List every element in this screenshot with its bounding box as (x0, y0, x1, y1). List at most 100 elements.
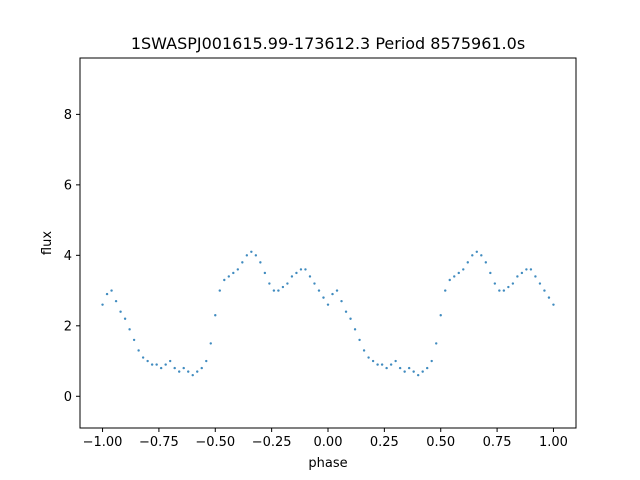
data-point (178, 370, 181, 373)
data-point (159, 366, 163, 370)
data-point (272, 289, 276, 292)
y-tick-label: 4 (64, 249, 72, 264)
data-point (326, 303, 330, 306)
data-point (146, 359, 149, 363)
data-point (516, 275, 519, 278)
data-point (254, 254, 258, 257)
plot-frame (79, 57, 577, 429)
data-point (498, 289, 501, 292)
data-point (137, 349, 140, 352)
data-point (290, 275, 294, 278)
data-point (484, 261, 488, 264)
data-point (376, 363, 379, 366)
data-point (394, 359, 397, 363)
data-point (421, 370, 424, 373)
data-point (141, 356, 145, 359)
data-point (263, 271, 267, 275)
data-point (268, 282, 271, 285)
data-point (101, 303, 104, 306)
data-point (182, 366, 185, 370)
y-tick-label: 6 (64, 178, 72, 193)
data-point (168, 359, 172, 363)
data-point (403, 370, 406, 373)
data-point (155, 363, 158, 366)
data-point (398, 366, 402, 370)
data-point (416, 373, 420, 377)
data-point (187, 370, 190, 373)
y-axis-label: flux (40, 231, 55, 255)
x-axis: −1.00 −0.75 −0.50 −0.25 0.00 0.25 0.50 0.75 1.00 (83, 428, 568, 450)
data-point (507, 285, 510, 289)
data-point (349, 317, 352, 320)
x-tick-label: −0.25 (252, 435, 292, 450)
data-point (480, 254, 483, 257)
x-tick-label: −0.75 (139, 435, 179, 450)
x-tick-label: 0.75 (483, 435, 512, 450)
data-point (444, 289, 447, 292)
data-point (471, 254, 474, 257)
x-axis-label: phase (308, 456, 347, 471)
data-point (426, 366, 429, 370)
data-point (281, 285, 285, 289)
data-point (232, 271, 235, 275)
data-point (110, 289, 113, 292)
data-point (547, 296, 551, 299)
data-point (435, 342, 438, 345)
scatter-points (101, 250, 555, 377)
data-point (552, 303, 555, 306)
data-point (493, 282, 497, 285)
y-tick-label: 0 (64, 390, 72, 405)
data-point (205, 359, 208, 363)
data-point (259, 261, 262, 264)
data-point (218, 289, 221, 292)
data-point (299, 268, 303, 271)
data-point (353, 328, 357, 331)
data-point (389, 363, 393, 366)
data-point (340, 299, 343, 303)
data-point (543, 289, 546, 292)
data-point (313, 282, 316, 285)
x-tick-label: 1.00 (539, 435, 568, 450)
data-point (534, 275, 537, 278)
data-point (430, 359, 433, 363)
data-point (529, 268, 533, 271)
data-point (457, 271, 460, 275)
y-tick-label: 8 (64, 108, 72, 123)
data-point (209, 342, 212, 345)
data-point (362, 349, 366, 352)
data-point (150, 363, 154, 366)
data-point (331, 292, 334, 296)
y-axis: 0 2 4 6 8 (64, 108, 80, 405)
x-tick-label: 0.00 (314, 435, 343, 450)
data-point (371, 359, 375, 363)
x-tick-label: −0.50 (195, 435, 235, 450)
data-point (453, 275, 456, 278)
y-tick-label: 2 (64, 319, 72, 334)
data-point (196, 370, 199, 373)
data-point (317, 289, 321, 292)
data-point (407, 366, 411, 370)
data-point (489, 271, 492, 275)
data-point (358, 338, 361, 342)
data-point (132, 338, 136, 342)
data-point (511, 282, 515, 285)
data-point (214, 314, 217, 317)
data-point (322, 296, 325, 299)
data-point (277, 289, 280, 292)
data-point (286, 282, 289, 285)
data-point (128, 328, 131, 331)
data-point (245, 254, 249, 257)
data-point (241, 261, 244, 264)
data-point (304, 268, 307, 271)
data-point (439, 314, 442, 317)
data-point (448, 278, 451, 282)
data-point (295, 271, 298, 275)
data-point (466, 261, 469, 264)
data-point (344, 310, 348, 313)
data-point (502, 289, 506, 292)
data-point (123, 317, 127, 320)
data-point (119, 310, 122, 313)
data-point (335, 289, 339, 292)
x-tick-label: 0.25 (370, 435, 399, 450)
x-tick-label: 0.50 (426, 435, 455, 450)
